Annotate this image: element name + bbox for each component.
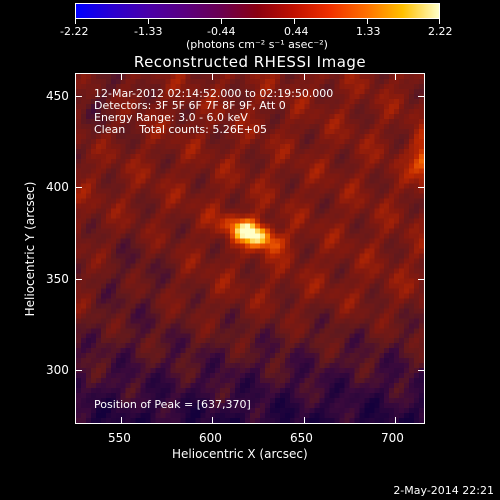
plot-area: 12-Mar-2012 02:14:52.000 to 02:19:50.000… <box>75 73 425 424</box>
y-tick-label: 350 <box>46 272 69 286</box>
colorbar-tick-label: -2.22 <box>60 25 89 38</box>
y-axis-label: Heliocentric Y (arcsec) <box>23 181 37 317</box>
colorbar-tick <box>367 19 368 24</box>
detectors-text: Detectors: 3F 5F 6F 7F 8F 9F, Att 0 <box>94 99 286 112</box>
y-tick-label: 300 <box>46 363 69 377</box>
colorbar-units: (photons cm⁻² s⁻¹ asec⁻²) <box>186 38 328 51</box>
colorbar <box>75 3 440 19</box>
x-tick-label: 550 <box>108 431 131 445</box>
x-tick-label: 650 <box>290 431 313 445</box>
clean-counts-text: Clean Total counts: 5.26E+05 <box>94 123 268 136</box>
colorbar-tick <box>294 19 295 24</box>
x-axis-label: Heliocentric X (arcsec) <box>172 447 308 461</box>
y-tick-label: 450 <box>46 89 69 103</box>
colorbar-tick <box>75 19 76 24</box>
x-tick-label: 700 <box>381 431 404 445</box>
x-tick-label: 600 <box>199 431 222 445</box>
y-tick-label: 400 <box>46 180 69 194</box>
colorbar-tick-label: 1.33 <box>356 25 381 38</box>
colorbar-tick <box>148 19 149 24</box>
image-title: Reconstructed RHESSI Image <box>133 53 367 71</box>
colorbar-tick-label: -1.33 <box>134 25 163 38</box>
time-range-text: 12-Mar-2012 02:14:52.000 to 02:19:50.000 <box>94 87 334 100</box>
colorbar-tick-label: 0.44 <box>284 25 309 38</box>
colorbar-tick <box>439 19 440 24</box>
peak-position-text: Position of Peak = [637,370] <box>94 398 251 411</box>
colorbar-tick-label: -0.44 <box>207 25 236 38</box>
colorbar-tick <box>221 19 222 24</box>
colorbar-tick-label: 2.22 <box>428 25 453 38</box>
heatmap-image <box>76 74 424 423</box>
footer-date: 2-May-2014 22:21 <box>393 484 494 497</box>
energy-range-text: Energy Range: 3.0 - 6.0 keV <box>94 111 248 124</box>
